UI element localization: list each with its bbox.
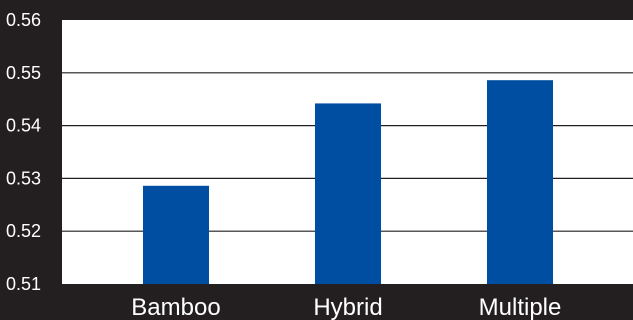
y-tick-label-0.54: 0.54: [6, 116, 41, 136]
x-tick-label-multiple: Multiple: [479, 294, 562, 320]
y-tick-label-0.55: 0.55: [6, 63, 41, 83]
y-tick-label-0.53: 0.53: [6, 168, 41, 188]
bar-bamboo: [143, 185, 209, 284]
x-tick-label-hybrid: Hybrid: [313, 294, 382, 320]
x-tick-label-bamboo: Bamboo: [131, 294, 220, 320]
y-tick-label-0.56: 0.56: [6, 10, 41, 30]
y-tick-label-0.51: 0.51: [6, 274, 41, 294]
y-tick-label-0.52: 0.52: [6, 221, 41, 241]
bar-multiple: [487, 80, 553, 284]
bar-hybrid: [315, 103, 381, 284]
x-axis-ticks: Bamboo Hybrid Multiple: [131, 294, 561, 320]
y-axis-ticks: 0.51 0.52 0.53 0.54 0.55 0.56: [6, 10, 41, 294]
bars: [143, 80, 553, 284]
